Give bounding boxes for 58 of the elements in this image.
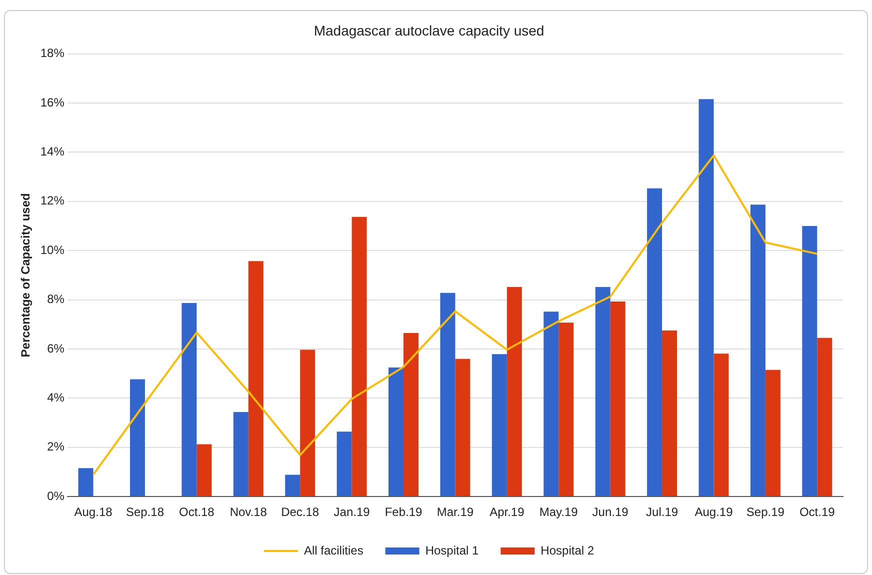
- bar: [233, 412, 248, 496]
- bar: [182, 303, 197, 496]
- bar: [558, 322, 574, 496]
- x-tick-label: Oct.18: [179, 505, 215, 520]
- x-tick-label: Aug.19: [694, 505, 734, 520]
- bar: [196, 444, 212, 496]
- y-axis-title: Percentage of Capacity used: [18, 193, 33, 358]
- bar: [698, 99, 714, 496]
- bar: [404, 333, 418, 496]
- y-tick-label: 0%: [47, 488, 65, 503]
- legend-label: Hospital 2: [540, 543, 594, 558]
- bar: [544, 312, 559, 496]
- bar: [352, 216, 367, 496]
- y-tick-label: 12%: [40, 194, 65, 208]
- bar: [714, 354, 729, 496]
- y-tick-label: 6%: [47, 341, 65, 356]
- bar: [78, 468, 94, 496]
- x-tick-label: May.19: [539, 505, 578, 520]
- bar: [595, 287, 610, 496]
- x-tick-label: Jul.19: [646, 505, 678, 520]
- bar: [506, 287, 522, 496]
- bar: [440, 292, 456, 496]
- bar: [455, 358, 470, 496]
- bar: [388, 367, 404, 496]
- y-tick-label: 8%: [47, 292, 65, 306]
- bar: [248, 261, 264, 496]
- y-tick-label: 4%: [47, 390, 65, 405]
- bar: [285, 474, 300, 496]
- bar: [492, 354, 507, 496]
- bar: [802, 226, 818, 496]
- x-tick-label: Apr.19: [490, 505, 525, 520]
- x-tick-label: Sep.18: [126, 505, 164, 520]
- x-tick-label: Dec.18: [281, 505, 320, 520]
- x-tick-label: Jan.19: [334, 505, 370, 520]
- chart-title: Madagascar autoclave capacity used: [314, 22, 544, 38]
- x-tick-label: Jun.19: [592, 505, 629, 520]
- x-tick-label: Aug.18: [74, 505, 113, 520]
- x-tick-label: Nov.18: [230, 505, 268, 520]
- y-tick-label: 18%: [40, 46, 65, 60]
- bar: [130, 379, 145, 496]
- bar: [300, 350, 316, 496]
- x-tick-label: Feb.19: [384, 505, 423, 520]
- bar: [817, 338, 832, 496]
- y-tick-label: 14%: [40, 144, 65, 159]
- bar: [610, 302, 626, 496]
- legend-label: Hospital 1: [425, 543, 479, 558]
- bar: [765, 370, 780, 496]
- bar: [662, 330, 678, 496]
- y-tick-label: 16%: [40, 95, 65, 110]
- bar: [647, 188, 662, 496]
- bar: [750, 204, 766, 496]
- y-tick-label: 2%: [47, 440, 65, 454]
- legend-label: All facilities: [304, 543, 364, 558]
- x-tick-label: Sep.19: [746, 505, 785, 520]
- x-tick-label: Mar.19: [436, 505, 474, 520]
- x-tick-label: Oct.19: [799, 505, 836, 520]
- y-tick-label: 10%: [40, 242, 65, 257]
- bar: [336, 432, 352, 496]
